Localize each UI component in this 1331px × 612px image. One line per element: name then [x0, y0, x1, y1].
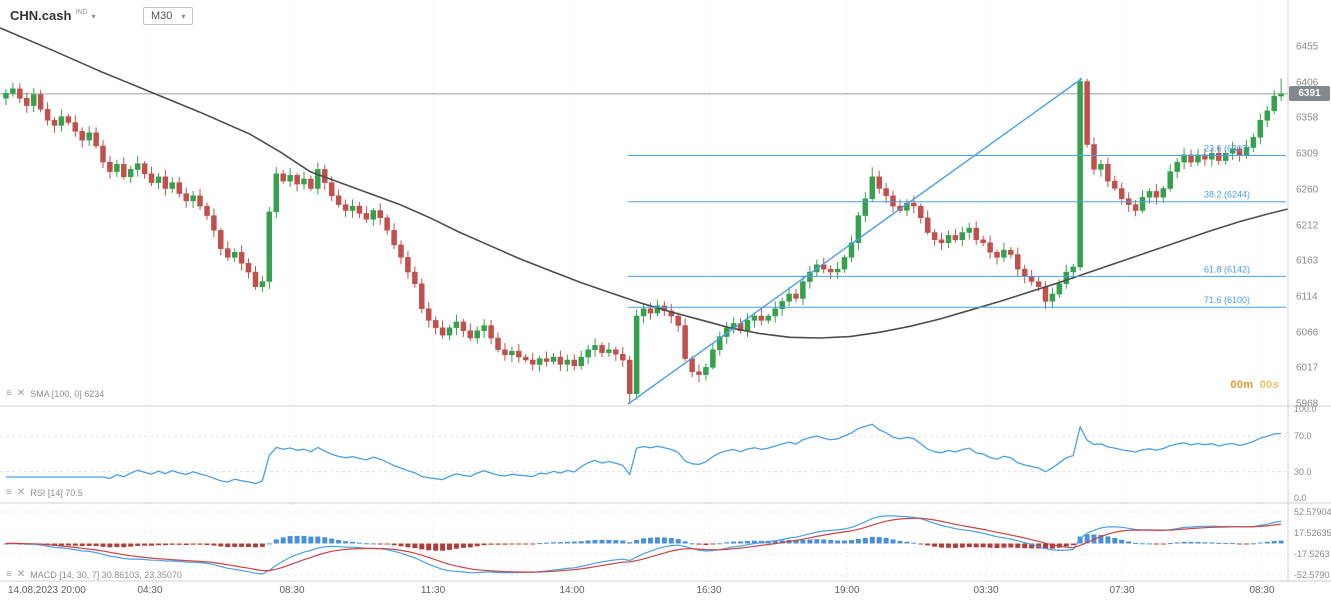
- macd-axis-label: 52.57904: [1294, 507, 1331, 517]
- time-axis-label: 03:30: [973, 585, 999, 596]
- fib-level-label: 71.6 (6100): [1204, 295, 1250, 305]
- price-axis-label: 6309: [1296, 148, 1319, 160]
- macd-histogram: [3, 534, 1284, 551]
- price-axis-label: 6163: [1296, 255, 1319, 267]
- price-axis-label: 6017: [1296, 362, 1319, 374]
- candlesticks-layer[interactable]: [3, 77, 1284, 404]
- chevron-down-icon: ▾: [181, 11, 186, 21]
- price-axis-label: 6406: [1296, 77, 1319, 89]
- fib-level-label: 23.6 (6307): [1204, 144, 1250, 154]
- macd-axis-label: 17.52635: [1294, 528, 1331, 538]
- rsi-legend: ≡ ✕ RSI [14] 70.5: [6, 487, 83, 499]
- price-axis-label: 6358: [1296, 112, 1319, 124]
- time-axis-label: 11:30: [420, 585, 446, 596]
- time-axis-label: 04:30: [137, 585, 163, 596]
- macd-legend: ≡ ✕ MACD [14, 30, 7] 30.86103, 23.35070: [6, 569, 182, 581]
- macd-line: [5, 515, 1282, 575]
- indicator-close-icon[interactable]: ✕: [16, 569, 26, 580]
- fib-level-label: 61.8 (6142): [1204, 264, 1250, 274]
- rsi-guide-lines: [0, 435, 1288, 473]
- time-axis-label: 08:30: [279, 585, 305, 596]
- fib-level-label: 38.2 (6244): [1204, 190, 1250, 200]
- current-price-badge: 6391: [1289, 86, 1330, 102]
- macd-axis-label: -52.5790: [1294, 570, 1330, 580]
- indicator-settings-icon[interactable]: ≡: [6, 487, 12, 498]
- time-gridlines: [149, 0, 1263, 581]
- macd-axis-label: -17.5263: [1294, 549, 1330, 559]
- sma-legend-text: SMA [100, 0] 6234: [30, 389, 105, 399]
- rsi-line: [6, 423, 1282, 485]
- indicator-settings-icon[interactable]: ≡: [6, 388, 12, 399]
- timeframe-value: M30: [151, 10, 173, 22]
- time-axis-label: 19:00: [834, 585, 860, 596]
- time-axis-label: 08:30: [1249, 585, 1275, 596]
- time-axis-label: 14.08.2023 20:00: [8, 585, 86, 596]
- timeframe-selector[interactable]: M30 ▾: [143, 7, 194, 25]
- chevron-down-icon[interactable]: ▾: [91, 12, 96, 21]
- countdown-seconds: 00s: [1259, 379, 1279, 391]
- macd-signal-line: [5, 517, 1282, 573]
- fibonacci-retracement[interactable]: 23.6 (6307) 38.2 (6244) 61.8 (6142) 71.6 (6…: [628, 144, 1286, 308]
- macd-legend-text: MACD [14, 30, 7] 30.86103, 23.35070: [30, 570, 182, 580]
- panel-borders: [0, 0, 1331, 582]
- rsi-axis-label: 100.0: [1294, 404, 1317, 414]
- price-axis-label: 6455: [1296, 41, 1319, 53]
- price-axis-label: 6066: [1296, 327, 1319, 339]
- rsi-axis-label: 70.0: [1294, 431, 1312, 441]
- instrument-type-label: IND: [75, 9, 88, 16]
- rsi-legend-text: RSI [14] 70.5: [30, 488, 83, 498]
- indicator-close-icon[interactable]: ✕: [16, 388, 26, 399]
- rsi-axis-label: 30.0: [1294, 467, 1312, 477]
- price-axis-label: 6260: [1296, 184, 1319, 196]
- sma-line[interactable]: [0, 27, 1289, 339]
- instrument-symbol[interactable]: CHN.cash: [10, 8, 72, 23]
- indicator-settings-icon[interactable]: ≡: [6, 569, 12, 580]
- time-axis-label: 07:30: [1109, 585, 1135, 596]
- price-axis-label: 6212: [1296, 220, 1319, 231]
- sma-legend: ≡ ✕ SMA [100, 0] 6234: [6, 388, 105, 400]
- rsi-axis-label: 0.0: [1294, 493, 1307, 503]
- instrument-header[interactable]: CHN.cash IND ▾: [10, 8, 96, 23]
- time-axis-label: 16:30: [696, 585, 722, 596]
- time-axis-label: 14:00: [559, 585, 585, 596]
- candle-countdown: 00m 00s: [1230, 379, 1279, 391]
- price-axis-label: 5968: [1296, 398, 1319, 410]
- countdown-minutes: 00m: [1230, 379, 1254, 391]
- price-axis-label: 6114: [1296, 291, 1318, 303]
- trend-line[interactable]: [627, 77, 1083, 405]
- indicator-close-icon[interactable]: ✕: [16, 487, 26, 498]
